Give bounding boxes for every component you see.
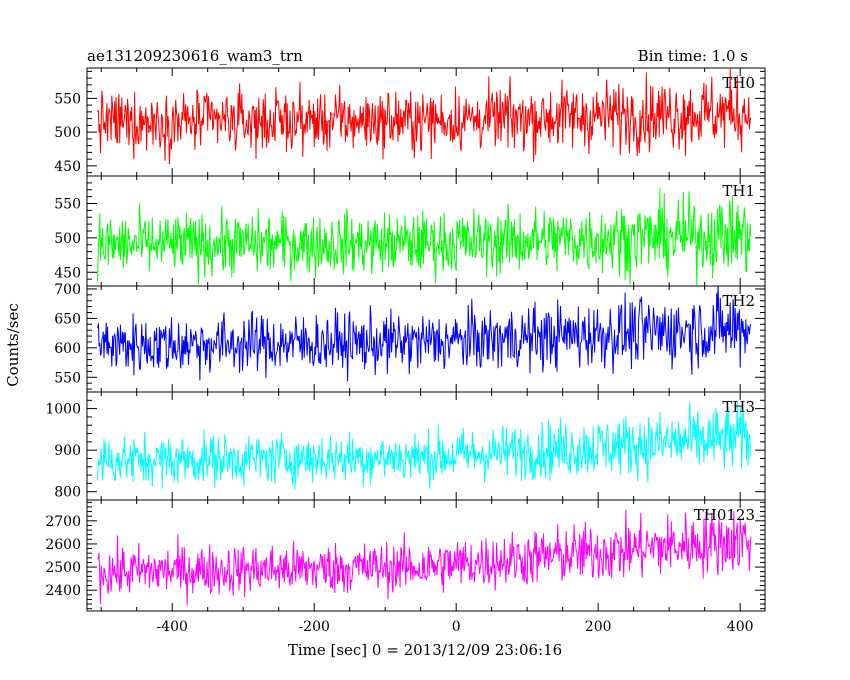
panel-th0123: 2400 2500 2600 2700 TH0123 (45, 499, 766, 612)
series-th2-line (97, 286, 752, 382)
y-tick-label: 900 (54, 443, 81, 459)
y-tick-label: 450 (54, 265, 81, 281)
panels-group: 450 500 550 TH0 450 500 550 TH1 550 600 650 700 TH2 8… (45, 67, 766, 635)
x-tick-label: 0 (452, 619, 461, 635)
x-tick-label: 200 (585, 619, 612, 635)
x-tick-label: -400 (156, 619, 187, 635)
x-tick-label: 400 (727, 619, 754, 635)
y-tick-label: 550 (54, 370, 81, 386)
x-axis-label: Time [sec] 0 = 2013/12/09 23:06:16 (288, 641, 562, 659)
panel-label-th2: TH2 (722, 292, 755, 310)
panel-frame (86, 499, 766, 612)
series-th3-line (97, 401, 752, 490)
panel-label-th0123: TH0123 (694, 506, 755, 524)
y-axis-label: Counts/sec (4, 303, 22, 387)
y-tick-label: 600 (54, 341, 81, 357)
y-tick-label: 500 (54, 125, 81, 141)
y-tick-label: 2600 (45, 537, 81, 553)
series-th1-line (97, 187, 752, 286)
panel-th2: 550 600 650 700 TH2 (54, 282, 766, 393)
panel-th1: 450 500 550 TH1 (54, 175, 766, 287)
y-tick-label: 800 (54, 485, 81, 501)
y-tick-label: 450 (54, 159, 81, 175)
y-tick-label: 550 (54, 91, 81, 107)
y-tick-label: 2400 (45, 583, 81, 599)
y-tick-label: 700 (54, 282, 81, 298)
panel-label-th3: TH3 (722, 398, 755, 416)
x-tick-label: -200 (298, 619, 329, 635)
series-th0123-line (97, 509, 752, 606)
panel-label-th1: TH1 (722, 182, 755, 200)
object-title: ae131209230616_wam3_trn (87, 47, 303, 65)
y-tick-label: 500 (54, 231, 81, 247)
panel-th0: 450 500 550 TH0 (54, 67, 766, 177)
y-tick-label: 650 (54, 311, 81, 327)
y-tick-label: 2700 (45, 514, 81, 530)
panel-label-th0: TH0 (722, 74, 755, 92)
y-tick-label: 550 (54, 197, 81, 213)
y-tick-label: 1000 (45, 402, 81, 418)
panel-th3: 800 900 1000 TH3 (45, 391, 766, 501)
bin-time-label: Bin time: 1.0 s (638, 47, 748, 65)
y-tick-label: 2500 (45, 560, 81, 576)
series-th0-line (97, 68, 752, 165)
